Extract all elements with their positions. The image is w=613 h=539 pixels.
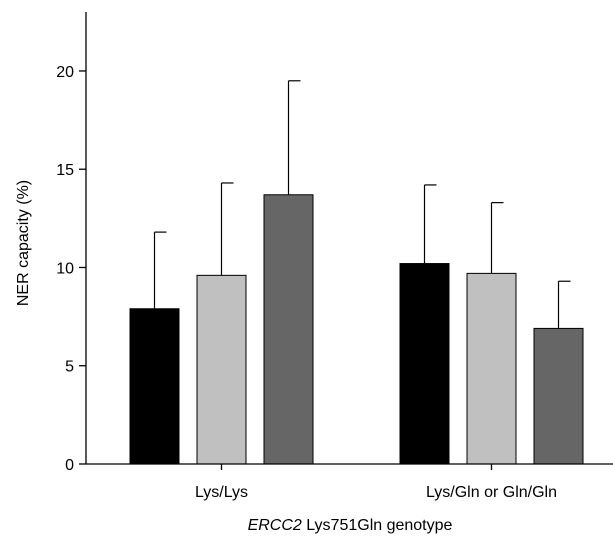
y-tick-label: 10 (56, 260, 74, 277)
y-tick-label: 5 (65, 359, 74, 376)
x-category-label: Lys/Lys (195, 484, 248, 501)
y-tick-label: 20 (56, 64, 74, 81)
y-tick-label: 0 (65, 457, 74, 474)
bar (264, 195, 313, 464)
y-axis: 0 5 10 15 20 (56, 12, 86, 474)
x-axis-title: ERCC2 Lys751Gln genotype (248, 517, 453, 534)
y-axis-title: NER capacity (%) (15, 180, 32, 306)
bar (467, 273, 516, 464)
x-axis: Lys/Lys Lys/Gln or Gln/Gln (86, 464, 613, 501)
bars (130, 81, 583, 464)
bar (534, 328, 583, 464)
bar (197, 275, 246, 464)
x-axis-title-italic: ERCC2 (248, 517, 302, 534)
bar (130, 309, 179, 464)
x-axis-title-rest: Lys751Gln genotype (302, 517, 453, 534)
x-category-label: Lys/Gln or Gln/Gln (426, 484, 557, 501)
bar (400, 264, 449, 464)
y-tick-label: 15 (56, 162, 74, 179)
